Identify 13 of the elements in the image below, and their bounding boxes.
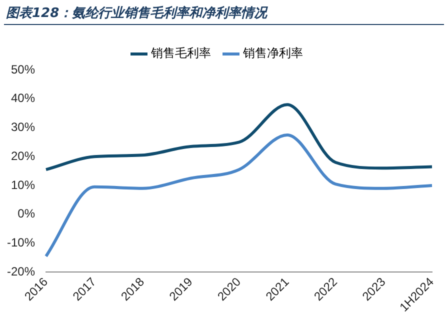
chart-title: 图表128：氨纶行业销售毛利率和净利率情况: [6, 4, 268, 22]
y-tick-label: -10%: [7, 236, 36, 250]
legend-label: 销售毛利率: [150, 46, 211, 60]
y-tick-label: 20%: [10, 148, 36, 163]
y-tick-label: 30%: [10, 120, 36, 134]
legend-label: 销售净利率: [242, 46, 303, 60]
y-tick-label: 0%: [18, 206, 36, 221]
line-series: [44, 103, 434, 172]
y-tick-label: 50%: [10, 62, 36, 76]
y-tick-label: 40%: [10, 91, 36, 106]
y-tick-label: 10%: [10, 178, 36, 192]
y-tick-label: -20%: [7, 264, 36, 278]
line-series: [44, 133, 434, 258]
